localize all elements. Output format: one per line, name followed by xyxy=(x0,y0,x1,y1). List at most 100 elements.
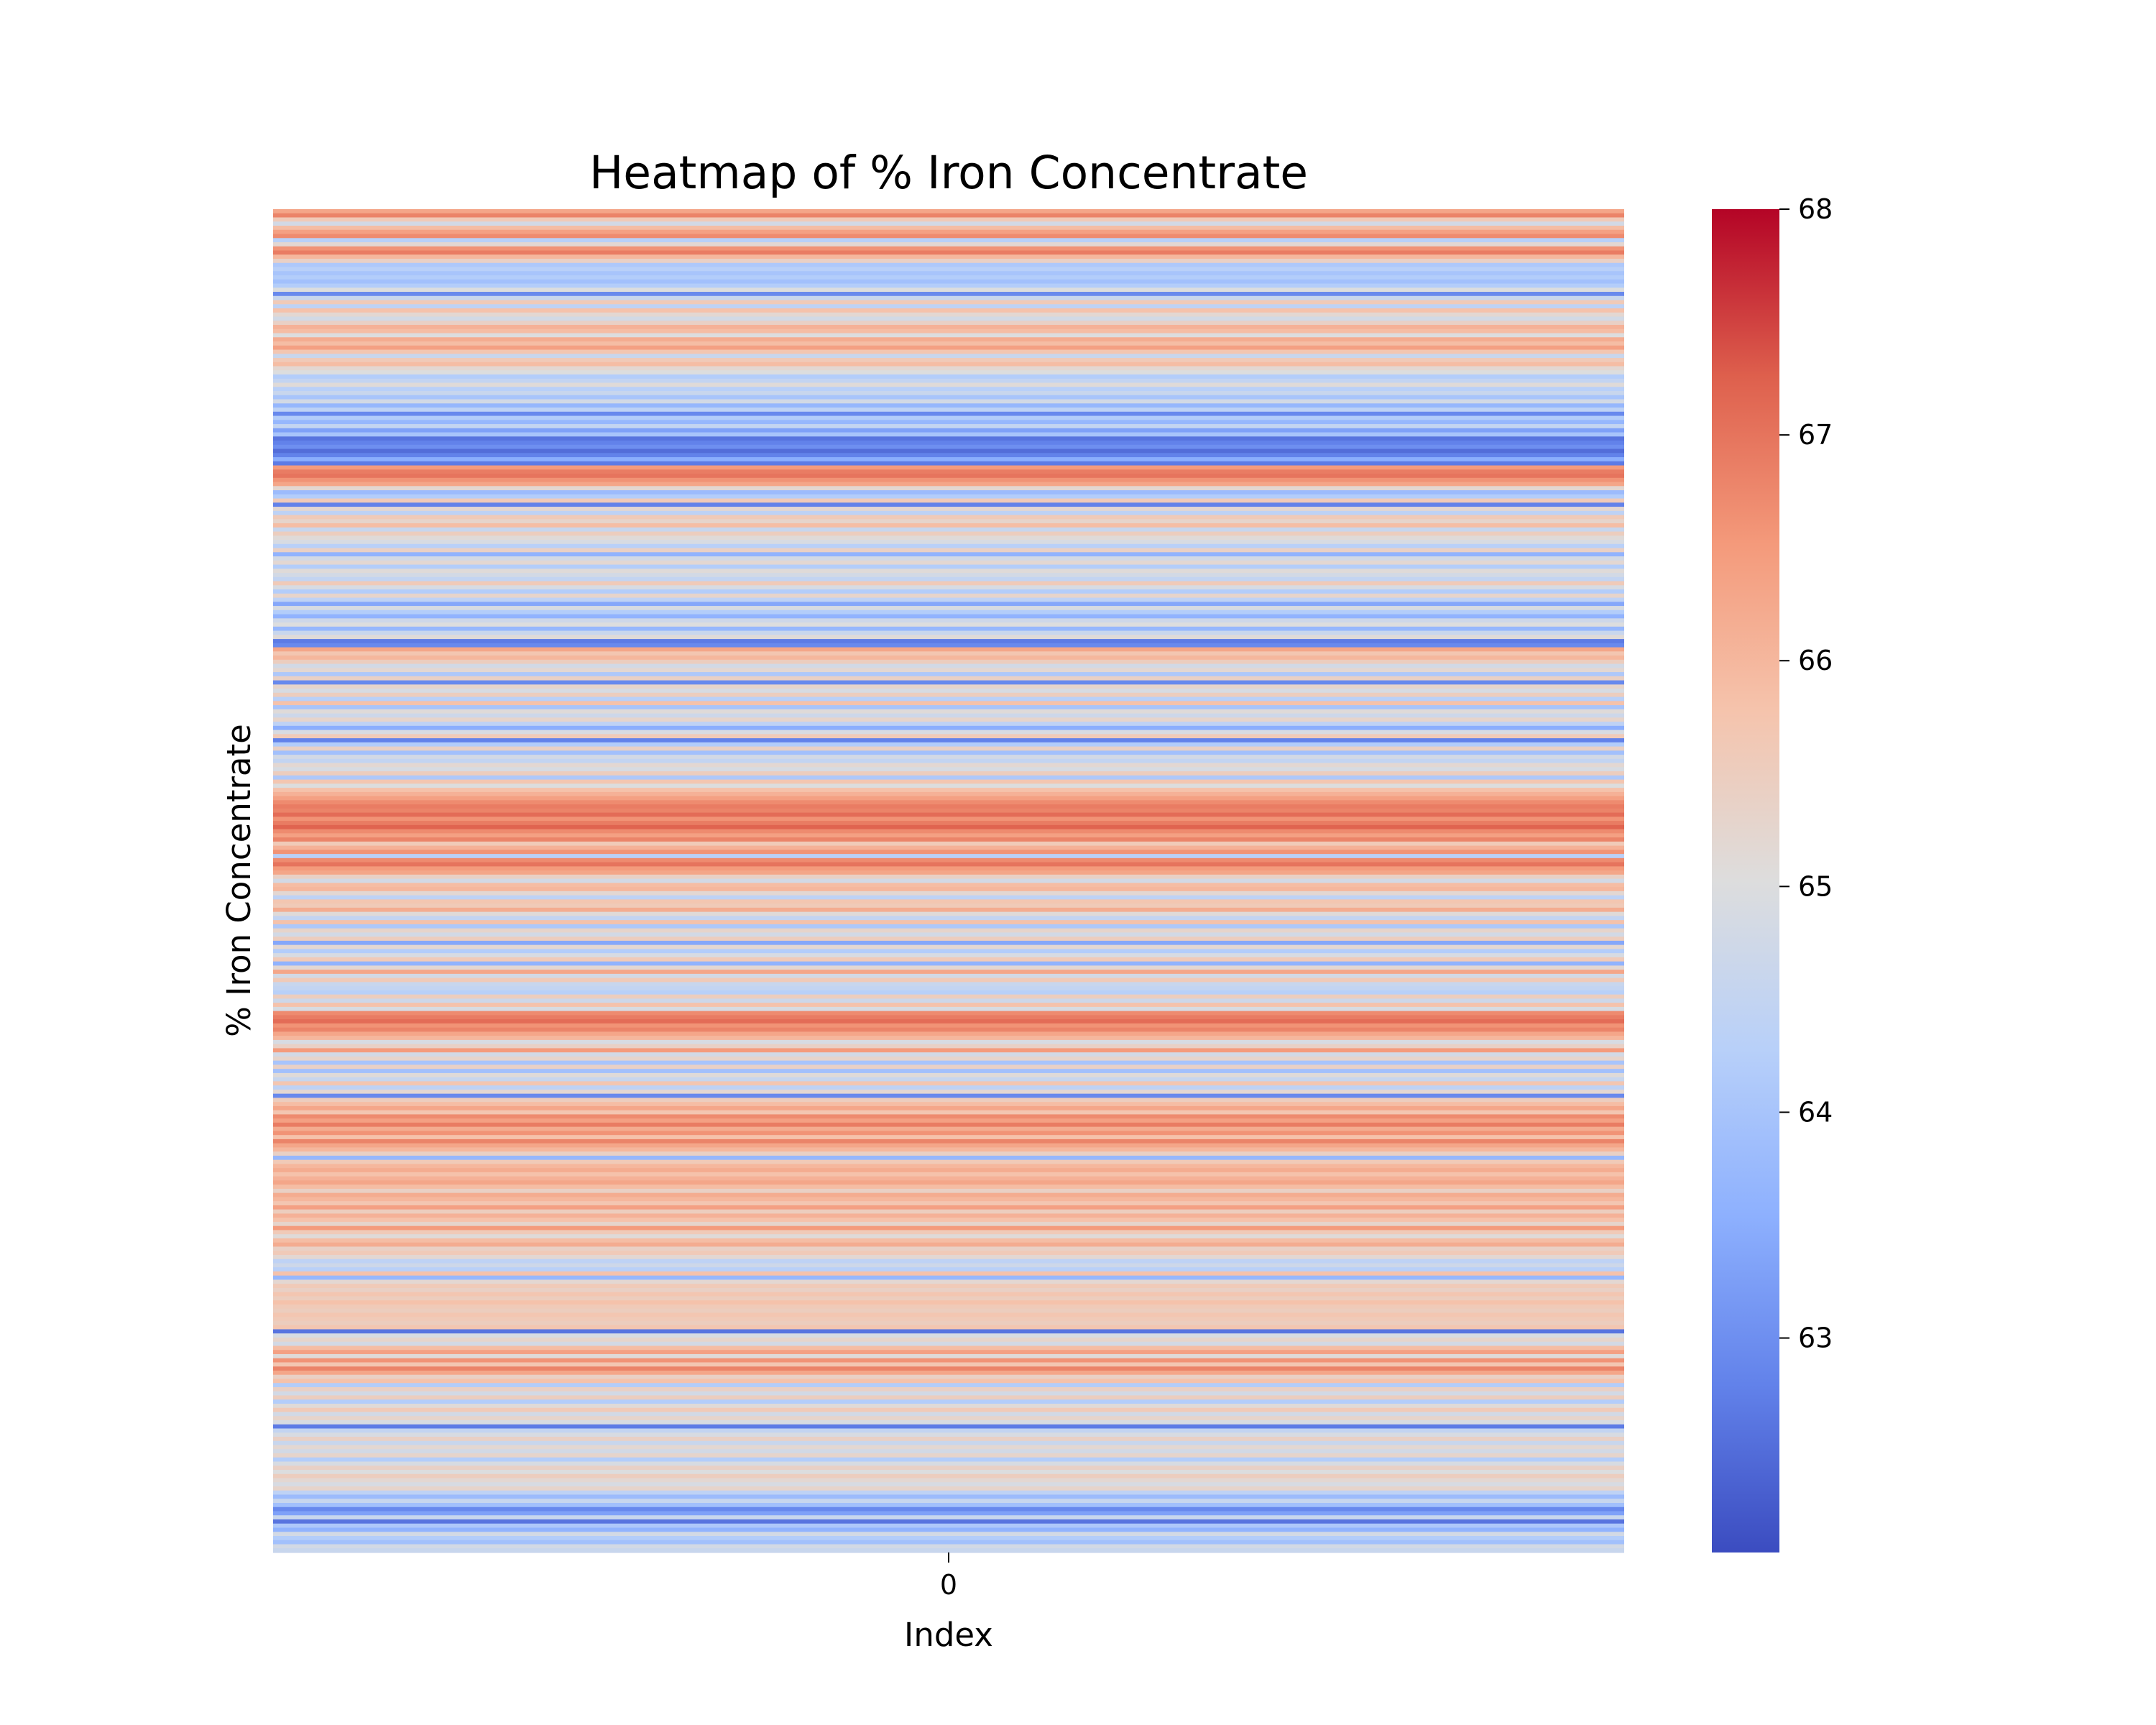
heatmap-cell xyxy=(273,857,1624,863)
heatmap-cell xyxy=(273,337,1624,342)
heatmap-cell xyxy=(273,490,1624,495)
heatmap-cell xyxy=(273,564,1624,569)
heatmap-cell xyxy=(273,523,1624,528)
heatmap-cell xyxy=(273,970,1624,975)
heatmap-cell xyxy=(273,750,1624,755)
colorbar-ticks: 63 64 65 66 67 68 xyxy=(1779,193,1833,1354)
heatmap-cell xyxy=(273,1490,1624,1496)
colorbar-tick-label: 64 xyxy=(1798,1096,1833,1128)
heatmap-cell xyxy=(273,229,1624,235)
heatmap-cell xyxy=(273,746,1624,751)
heatmap-cell xyxy=(273,1300,1624,1305)
heatmap-cell xyxy=(273,1279,1624,1284)
heatmap-cell xyxy=(273,358,1624,363)
heatmap-cell xyxy=(273,328,1624,334)
heatmap-cell xyxy=(273,1412,1624,1417)
heatmap-cell xyxy=(273,1317,1624,1322)
heatmap-cell xyxy=(273,213,1624,218)
heatmap-cell xyxy=(273,1056,1624,1062)
heatmap-cell xyxy=(273,1246,1624,1251)
heatmap-cell xyxy=(273,895,1624,900)
heatmap-cell xyxy=(273,932,1624,937)
heatmap-cell xyxy=(273,1006,1624,1012)
heatmap-cell xyxy=(273,403,1624,408)
heatmap-cell xyxy=(273,1292,1624,1297)
heatmap-cell xyxy=(273,643,1624,648)
heatmap-cell xyxy=(273,1527,1624,1532)
heatmap-cell xyxy=(273,845,1624,850)
heatmap-cell xyxy=(273,602,1624,607)
heatmap-cell xyxy=(273,576,1624,582)
heatmap-cell xyxy=(273,771,1624,776)
heatmap-cell xyxy=(273,850,1624,855)
heatmap-cell xyxy=(273,1098,1624,1103)
heatmap-cell xyxy=(273,387,1624,392)
heatmap-cell xyxy=(273,758,1624,764)
heatmap-cell xyxy=(273,1209,1624,1215)
heatmap-cell xyxy=(273,1044,1624,1049)
y-axis-label: % Iron Concentrate xyxy=(220,724,258,1037)
heatmap-cell xyxy=(273,1379,1624,1384)
heatmap-cell xyxy=(273,1060,1624,1066)
heatmap-cell xyxy=(273,1329,1624,1334)
heatmap-cell xyxy=(273,680,1624,685)
heatmap-cell xyxy=(273,408,1624,413)
heatmap-cell xyxy=(273,663,1624,668)
heatmap-cell xyxy=(273,1164,1624,1169)
heatmap-cell xyxy=(273,474,1624,479)
heatmap-cell xyxy=(273,783,1624,788)
heatmap-cell xyxy=(273,300,1624,305)
heatmap-cell xyxy=(273,610,1624,615)
heatmap-cell xyxy=(273,250,1624,255)
heatmap-cell xyxy=(273,1110,1624,1116)
heatmap-cell xyxy=(273,221,1624,226)
heatmap-cell xyxy=(273,1192,1624,1198)
heatmap-cell xyxy=(273,994,1624,999)
heatmap-cell xyxy=(273,262,1624,268)
heatmap-plot-area xyxy=(273,209,1624,1553)
heatmap-cell xyxy=(273,1135,1624,1140)
heatmap-cell xyxy=(273,507,1624,512)
heatmap-cell xyxy=(273,399,1624,404)
heatmap-cell xyxy=(273,705,1624,710)
heatmap-cell xyxy=(273,292,1624,297)
heatmap-cell xyxy=(273,1081,1624,1086)
heatmap-cell xyxy=(273,696,1624,702)
heatmap-cell xyxy=(273,1218,1624,1223)
heatmap-cell xyxy=(273,916,1624,921)
heatmap-cell xyxy=(273,1395,1624,1400)
heatmap-cell xyxy=(273,1366,1624,1371)
heatmap-cell xyxy=(273,1151,1624,1156)
heatmap-cell xyxy=(273,701,1624,706)
heatmap-cell xyxy=(273,1213,1624,1218)
colorbar-tick-label: 65 xyxy=(1798,870,1833,902)
heatmap-cell xyxy=(273,1093,1624,1099)
heatmap-cell xyxy=(273,1172,1624,1177)
heatmap-cell xyxy=(273,469,1624,474)
heatmap-cell xyxy=(273,283,1624,288)
heatmap-cell xyxy=(273,556,1624,561)
heatmap-cell xyxy=(273,366,1624,371)
heatmap-cell xyxy=(273,837,1624,842)
colorbar-tick-label: 66 xyxy=(1798,645,1833,676)
heatmap-cell xyxy=(273,816,1624,822)
heatmap-cell xyxy=(273,238,1624,243)
heatmap-cell xyxy=(273,763,1624,768)
heatmap-cell xyxy=(273,415,1624,420)
heatmap-cell xyxy=(273,312,1624,318)
heatmap-cell xyxy=(273,1473,1624,1479)
heatmap-cell xyxy=(273,354,1624,359)
heatmap-cell xyxy=(273,457,1624,462)
heatmap-cell xyxy=(273,1126,1624,1132)
heatmap-cell xyxy=(273,647,1624,652)
heatmap-cell xyxy=(273,1457,1624,1463)
heatmap-cell xyxy=(273,1523,1624,1529)
heatmap-cell xyxy=(273,937,1624,942)
heatmap-cell xyxy=(273,1424,1624,1430)
heatmap-cell xyxy=(273,862,1624,867)
heatmap-cell xyxy=(273,486,1624,491)
heatmap-cell xyxy=(273,382,1624,387)
heatmap-cell xyxy=(273,1506,1624,1512)
heatmap-cell xyxy=(273,1515,1624,1520)
heatmap-cell xyxy=(273,543,1624,549)
